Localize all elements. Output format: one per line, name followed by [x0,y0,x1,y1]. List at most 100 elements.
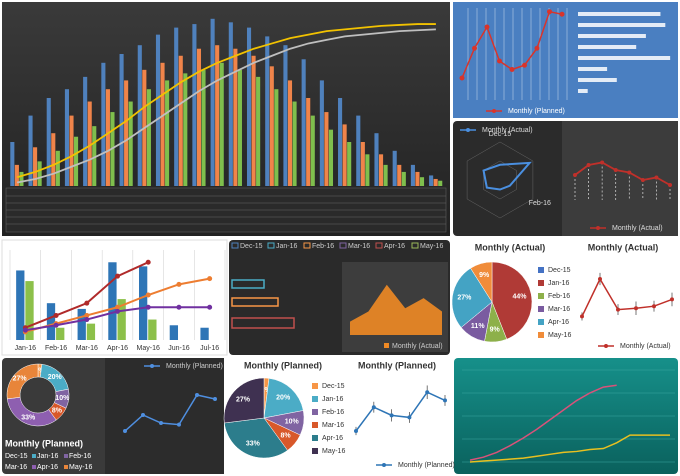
marker [145,292,151,298]
marker [141,413,145,417]
bar [578,45,637,49]
legend-label: Mar-16 [348,243,370,250]
bar [192,24,197,186]
x-tick-label: Feb-16 [45,345,67,352]
bar [578,56,671,60]
legend-label: Jan-16 [37,453,59,460]
bar [578,23,666,27]
legend-label: Monthly (Actual) [392,343,443,350]
bar [10,142,15,186]
area [350,284,442,335]
marker [115,308,120,314]
chart-title: Monthly (Actual) [475,242,546,252]
line [355,391,446,432]
marker [84,312,90,318]
bar [578,34,646,38]
bar [51,133,56,186]
chart-title: Monthly (Actual) [588,242,659,252]
bar [228,22,233,186]
slice-label: 10% [285,418,300,425]
line [124,394,216,432]
legend-label: Jan-16 [276,243,298,250]
bar [215,45,220,187]
legend-label: Mar-16 [5,464,27,471]
bar [246,27,252,186]
legend-swatch [150,364,154,368]
marker [177,422,181,427]
legend-label: May-16 [548,332,571,339]
bar [251,55,256,187]
marker [407,415,412,420]
slice-label: 2% [34,367,45,374]
slice [451,267,493,328]
bar [83,76,88,186]
bar [578,67,608,71]
line [469,434,670,463]
marker [634,306,638,311]
bar [237,69,242,186]
slice-label: 9% [490,327,501,334]
marker [600,160,605,165]
legend-swatch [538,319,544,325]
line [16,28,436,184]
bar [306,98,311,186]
bar [178,55,183,187]
marker [534,45,540,51]
bar [14,164,19,186]
slice [223,377,265,424]
legend-label: Feb-16 [312,243,334,250]
marker [472,45,477,51]
legend-swatch [312,448,318,454]
bar [347,142,352,186]
legend-swatch [538,280,544,286]
bar [578,89,588,93]
legend-swatch [492,109,496,113]
bar [378,154,384,186]
bar [160,62,165,186]
marker [547,9,552,15]
line [574,161,671,186]
bar [108,262,117,340]
bar [342,124,347,186]
bar [210,18,215,186]
marker [652,304,656,309]
legend-swatch [604,344,608,348]
line [581,277,673,317]
legend-swatch [303,242,311,249]
legend-label: Jan-16 [322,396,344,403]
radar-line [482,161,532,191]
bar [55,150,60,186]
bar [219,62,224,186]
bar [392,150,397,186]
marker [207,304,213,310]
legend-label: Dec-15 [240,243,263,250]
x-tick-label: Jan-16 [15,345,37,352]
bar [283,45,288,187]
marker [213,397,217,401]
legend-label: Apr-16 [384,243,405,250]
slice-label: 27% [13,376,28,383]
axis-label: Dec-15 [489,131,512,138]
bar [433,178,438,186]
bar [56,327,65,340]
bar [233,48,238,186]
chart-title: Monthly (Planned) [358,360,436,370]
legend-swatch [312,409,318,415]
bar [16,270,25,340]
marker [459,75,465,81]
bar [287,80,293,186]
slice-label: 27% [457,294,472,301]
legend-swatch [312,396,318,402]
marker [115,273,120,279]
bar [155,34,161,186]
bar [128,101,133,186]
legend-label: Dec-15 [5,453,28,460]
bar [33,147,38,186]
marker [484,24,490,30]
bar [201,69,206,186]
marker [176,281,182,287]
slice-label: 20% [48,374,63,381]
bar [117,299,126,340]
slice-label: 8% [52,407,63,414]
legend-label: May-16 [69,464,92,471]
